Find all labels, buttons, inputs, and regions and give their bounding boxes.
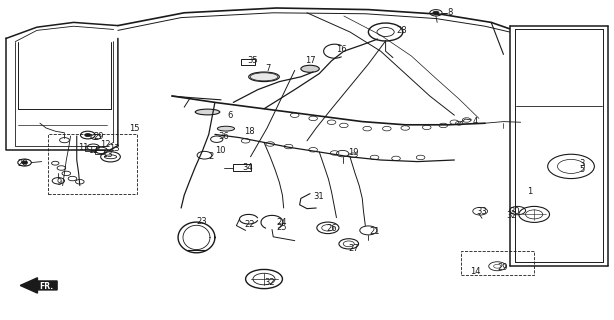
- Text: 36: 36: [218, 132, 229, 141]
- Text: 2: 2: [209, 152, 214, 161]
- Text: 20: 20: [17, 159, 28, 168]
- Text: 33: 33: [476, 207, 487, 216]
- Bar: [48, 134, 137, 194]
- Ellipse shape: [195, 109, 220, 115]
- Text: 19: 19: [348, 148, 359, 156]
- Text: 1: 1: [527, 188, 532, 196]
- Text: 23: 23: [196, 217, 207, 226]
- Circle shape: [21, 161, 28, 164]
- Text: 32: 32: [264, 278, 274, 287]
- Circle shape: [85, 133, 91, 137]
- Text: 6: 6: [227, 111, 233, 120]
- Ellipse shape: [301, 65, 319, 72]
- Text: 16: 16: [336, 45, 346, 54]
- Text: 7: 7: [265, 64, 271, 73]
- Text: 15: 15: [129, 124, 139, 132]
- Text: 26: 26: [327, 224, 337, 233]
- Text: 35: 35: [247, 56, 258, 65]
- Text: 28: 28: [396, 26, 406, 35]
- Text: 8: 8: [447, 8, 453, 17]
- Text: 10: 10: [215, 146, 225, 155]
- Text: 30: 30: [510, 207, 520, 216]
- FancyArrow shape: [20, 278, 57, 293]
- Text: 13: 13: [103, 150, 113, 159]
- Text: 29: 29: [497, 263, 508, 272]
- Text: 12: 12: [88, 146, 98, 155]
- Text: 13: 13: [109, 144, 119, 153]
- Text: 27: 27: [348, 244, 359, 253]
- Text: 17: 17: [305, 56, 316, 65]
- Text: 31: 31: [313, 192, 324, 201]
- Text: 25: 25: [276, 223, 287, 232]
- Bar: [85, 146, 96, 151]
- Text: 3: 3: [579, 159, 585, 168]
- Text: 9: 9: [56, 178, 62, 187]
- Bar: [233, 164, 251, 171]
- Text: 14: 14: [470, 267, 480, 276]
- Text: 24: 24: [276, 218, 287, 227]
- Text: 22: 22: [244, 220, 255, 229]
- Text: 21: 21: [370, 227, 380, 236]
- Text: 12: 12: [100, 140, 111, 149]
- Bar: [241, 59, 255, 65]
- Circle shape: [433, 11, 439, 14]
- Text: 11: 11: [79, 143, 89, 152]
- Text: FR.: FR.: [39, 282, 53, 291]
- Text: 5: 5: [579, 165, 585, 174]
- Text: 32: 32: [507, 211, 517, 220]
- Text: 29: 29: [93, 132, 104, 141]
- Ellipse shape: [249, 72, 279, 82]
- Text: 4: 4: [473, 117, 478, 126]
- Ellipse shape: [217, 126, 235, 131]
- Bar: [460, 251, 534, 275]
- Text: 34: 34: [243, 163, 253, 172]
- Bar: [95, 150, 104, 154]
- Text: 18: 18: [244, 127, 255, 136]
